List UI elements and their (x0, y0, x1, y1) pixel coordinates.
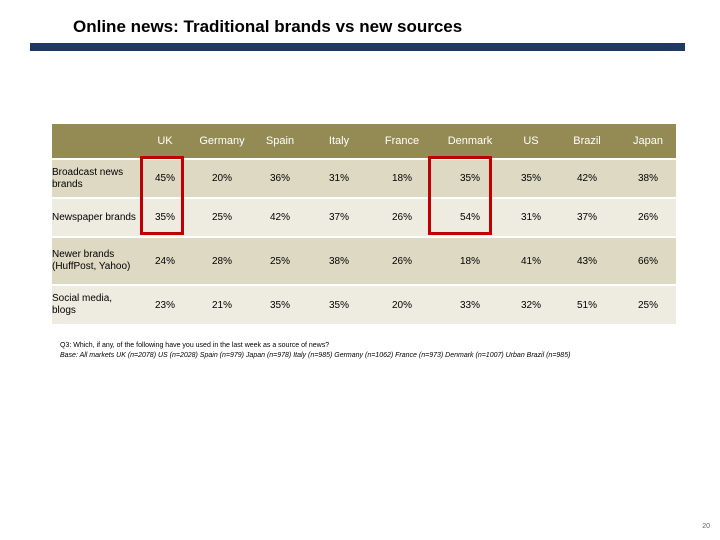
table-cell: 25% (190, 198, 254, 238)
table-cell: 25% (254, 237, 306, 286)
col-header-us: US (508, 124, 554, 160)
table-cell: 43% (554, 237, 620, 286)
table-cell: 20% (190, 159, 254, 199)
table-cell: 26% (372, 198, 432, 238)
table-cell: 33% (432, 285, 508, 326)
table-row: Newer brands (HuffPost, Yahoo) 24% 28% 2… (52, 237, 676, 286)
table-cell: 21% (190, 285, 254, 326)
table-cell: 23% (140, 285, 190, 326)
table-cell: 31% (508, 198, 554, 238)
table-cell: 42% (254, 198, 306, 238)
table-cell: 35% (432, 159, 508, 199)
table-cell: 26% (620, 198, 676, 238)
row-label: Newer brands (HuffPost, Yahoo) (52, 237, 140, 286)
table-cell: 25% (620, 285, 676, 326)
table-cell: 45% (140, 159, 190, 199)
table-cell: 35% (254, 285, 306, 326)
col-header-uk: UK (140, 124, 190, 160)
title-rule (30, 43, 685, 51)
table-cell: 28% (190, 237, 254, 286)
table-cell: 37% (306, 198, 372, 238)
page-title: Online news: Traditional brands vs new s… (73, 17, 463, 36)
table-cell: 51% (554, 285, 620, 326)
table-cell: 18% (372, 159, 432, 199)
table-cell: 18% (432, 237, 508, 286)
table-cell: 31% (306, 159, 372, 199)
header-corner (52, 124, 140, 160)
footnote-base: Base: All markets UK (n=2078) US (n=2028… (60, 352, 571, 359)
col-header-japan: Japan (620, 124, 676, 160)
table-row: Broadcast news brands 45% 20% 36% 31% 18… (52, 159, 676, 199)
table-cell: 66% (620, 237, 676, 286)
table-cell: 36% (254, 159, 306, 199)
data-table: UK Germany Spain Italy France Denmark US… (52, 124, 676, 326)
table-cell: 32% (508, 285, 554, 326)
col-header-denmark: Denmark (432, 124, 508, 160)
col-header-brazil: Brazil (554, 124, 620, 160)
table-cell: 54% (432, 198, 508, 238)
table-row: Social media, blogs 23% 21% 35% 35% 20% … (52, 285, 676, 326)
col-header-germany: Germany (190, 124, 254, 160)
table-cell: 35% (306, 285, 372, 326)
footnote: Q3: Which, if any, of the following have… (60, 341, 620, 361)
table-cell: 38% (306, 237, 372, 286)
table-cell: 35% (508, 159, 554, 199)
row-label: Broadcast news brands (52, 159, 140, 199)
table-cell: 35% (140, 198, 190, 238)
row-label: Newspaper brands (52, 198, 140, 238)
table-cell: 42% (554, 159, 620, 199)
col-header-italy: Italy (306, 124, 372, 160)
header-row: UK Germany Spain Italy France Denmark US… (52, 124, 676, 160)
table-cell: 26% (372, 237, 432, 286)
col-header-france: France (372, 124, 432, 160)
footnote-question: Q3: Which, if any, of the following have… (60, 342, 330, 349)
col-header-spain: Spain (254, 124, 306, 160)
table-row: Newspaper brands 35% 25% 42% 37% 26% 54%… (52, 198, 676, 238)
row-label: Social media, blogs (52, 285, 140, 326)
table-cell: 24% (140, 237, 190, 286)
table-cell: 37% (554, 198, 620, 238)
table-cell: 20% (372, 285, 432, 326)
page-number: 20 (702, 523, 710, 530)
table-cell: 38% (620, 159, 676, 199)
table-cell: 41% (508, 237, 554, 286)
